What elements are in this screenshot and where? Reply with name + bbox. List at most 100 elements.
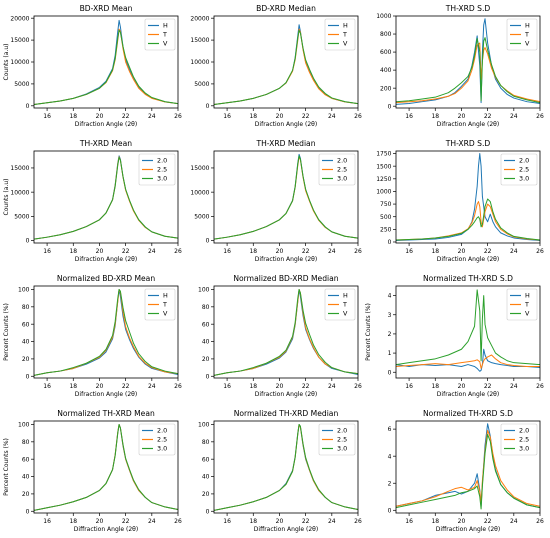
series-line-3.0: [34, 423, 178, 511]
y-axis-label: Percent Counts (%): [365, 303, 372, 361]
y-tick-label: 750: [380, 201, 392, 208]
x-tick-label: 16: [405, 248, 413, 255]
y-tick-label: 3: [388, 312, 392, 319]
y-tick-label: 5000: [194, 81, 209, 88]
x-tick-label: 24: [148, 113, 156, 120]
series-line-3.0: [214, 155, 358, 240]
x-tick-label: 18: [431, 383, 439, 390]
x-axis-label: Difraction Angle (2θ): [437, 256, 499, 263]
y-tick-label: 2: [388, 331, 392, 338]
plot-frame: [33, 420, 179, 514]
legend-box: [318, 423, 356, 456]
series-group: [396, 153, 540, 241]
legend: HTV: [506, 288, 538, 321]
legend-label: H: [525, 292, 530, 300]
series-line-V: [396, 37, 540, 104]
y-tick-label: 60: [202, 456, 210, 463]
y-axis-label: Counts (a.u): [3, 179, 10, 216]
legend-label: 3.0: [157, 175, 167, 183]
plot-frame: [213, 285, 359, 379]
x-axis-label: Difraction Angle (2θ): [75, 121, 137, 128]
x-tick-label: 22: [302, 518, 310, 525]
y-tick-label: 1000: [376, 189, 391, 196]
x-tick-label: 24: [328, 113, 336, 120]
x-tick-label: 22: [122, 383, 130, 390]
chart-panel-2: 16 18 20 22 24 26 0 5000 10000 15000 20000 BD-XRD M…: [190, 4, 362, 128]
y-tick-label: 1250: [376, 176, 391, 183]
series-line-T: [396, 354, 540, 369]
y-tick-label: 0: [388, 239, 392, 246]
x-tick-label: 26: [354, 383, 362, 390]
y-tick-label: 0: [206, 103, 210, 110]
legend-label: T: [342, 301, 347, 309]
y-tick-label: 4: [388, 293, 392, 300]
y-tick-label: 80: [22, 439, 30, 446]
y-tick-label: 100: [18, 287, 30, 294]
legend: 2.02.53.0: [318, 153, 356, 186]
plot-frame: [395, 15, 541, 109]
x-tick-label: 26: [174, 248, 182, 255]
x-axis-label: Difraction Angle (2θ): [255, 256, 317, 263]
x-tick-label: 24: [328, 383, 336, 390]
panel-title: Normalized BD-XRD Median: [233, 274, 338, 283]
y-tick-label: 20000: [10, 15, 29, 22]
y-tick-label: 15000: [190, 165, 209, 172]
y-tick-label: 600: [380, 49, 392, 56]
legend: HTV: [506, 18, 538, 51]
x-tick-label: 22: [122, 248, 130, 255]
x-tick-label: 26: [536, 113, 544, 120]
y-tick-label: 80: [22, 304, 30, 311]
x-tick-label: 20: [458, 113, 466, 120]
x-tick-label: 20: [276, 248, 284, 255]
y-tick-label: 5000: [14, 213, 29, 220]
y-tick-label: 1000: [376, 13, 391, 20]
x-axis-label: Difraction Angle (2θ): [75, 391, 137, 398]
legend: 2.02.53.0: [138, 423, 176, 456]
y-tick-label: 0: [26, 508, 30, 515]
legend-box: [324, 288, 356, 321]
series-group: [396, 423, 540, 510]
legend-label: 2.5: [337, 166, 347, 174]
x-tick-label: 20: [458, 383, 466, 390]
y-axis-label: Percent Counts (%): [3, 303, 10, 361]
y-tick-label: 20: [22, 356, 30, 363]
chart-panel-1: 16 18 20 22 24 26 0 5000 10000 15000 20000 BD-XRD M…: [3, 4, 182, 128]
series-line-2.0: [396, 153, 540, 241]
x-axis-label: Diffraction Angle (2θ): [436, 526, 500, 533]
series-group: [34, 155, 178, 240]
legend-label: T: [524, 31, 529, 39]
y-tick-label: 5000: [14, 81, 29, 88]
y-tick-label: 40: [202, 474, 210, 481]
x-tick-label: 26: [354, 113, 362, 120]
x-tick-label: 22: [122, 113, 130, 120]
series-group: [396, 289, 540, 372]
legend-label: V: [163, 40, 168, 48]
x-axis-label: Difraction Angle (2θ): [75, 256, 137, 263]
legend: 2.02.53.0: [318, 423, 356, 456]
legend-label: 2.0: [157, 157, 167, 165]
panel-title: Normalized TH-XRD S.D: [423, 274, 513, 283]
chart-panel-10: 16 18 20 22 24 26 0 20 40 60 80 100 Normalized TH-XR…: [3, 409, 182, 533]
y-tick-label: 10000: [10, 59, 29, 66]
x-tick-label: 24: [510, 518, 518, 525]
x-tick-label: 20: [276, 113, 284, 120]
y-tick-label: 20000: [190, 15, 209, 22]
series-line-2.5: [396, 201, 540, 241]
x-tick-label: 26: [354, 248, 362, 255]
x-axis-label: Diffraction Angle (2θ): [254, 526, 318, 533]
x-tick-label: 16: [43, 248, 51, 255]
x-axis-label: Difraction Angle (2θ): [437, 391, 499, 398]
panel-title: TH-XRD Mean: [79, 139, 132, 148]
x-tick-label: 18: [249, 383, 257, 390]
legend-label: V: [525, 40, 530, 48]
x-tick-label: 18: [431, 248, 439, 255]
legend-label: 3.0: [337, 445, 347, 453]
legend-label: H: [343, 22, 348, 30]
x-tick-label: 22: [484, 248, 492, 255]
x-tick-label: 22: [302, 248, 310, 255]
x-tick-label: 16: [43, 113, 51, 120]
panel-title: Normalized BD-XRD Mean: [57, 274, 156, 283]
x-tick-label: 20: [276, 383, 284, 390]
chart-panel-8: 16 18 20 22 24 26 0 20 40 60 80 100 Normalized BD-XR…: [198, 274, 362, 398]
